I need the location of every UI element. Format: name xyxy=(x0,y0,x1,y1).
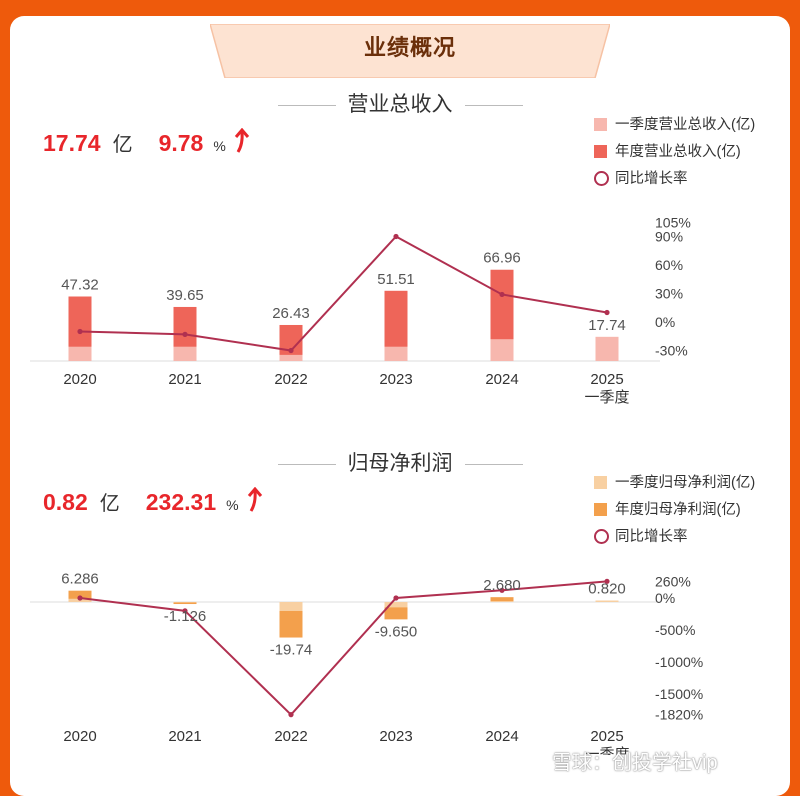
bar-q1 xyxy=(173,346,197,361)
profit-kpi-growth: 232.31 xyxy=(145,489,217,515)
bar-annual xyxy=(490,597,514,602)
revenue-kpi: 17.74 亿 9.78% xyxy=(43,127,250,160)
legend-item-q1-profit: 一季度归母净利润(亿) xyxy=(594,470,755,497)
bar-q1 xyxy=(173,602,197,603)
legend-item-growth-rate: 同比增长率 xyxy=(594,524,755,551)
revenue-kpi-pct: % xyxy=(213,138,226,154)
profit-kpi-pct: % xyxy=(226,497,239,513)
x-tick-label: 2021 xyxy=(168,371,201,388)
x-tick-label: 2022 xyxy=(274,371,307,388)
revenue-kpi-value: 17.74 xyxy=(43,130,101,156)
results-card: 业绩概况 xyxy=(10,16,790,796)
data-label: 66.96 xyxy=(483,250,521,267)
growth-point xyxy=(182,331,188,337)
x-tick-label: 2024 xyxy=(485,371,518,388)
up-arrow-icon xyxy=(247,486,263,519)
data-label: -9.650 xyxy=(375,623,418,640)
bar-q1 xyxy=(279,354,303,361)
data-label: 0.820 xyxy=(588,581,626,598)
x-tick-label: 2023 xyxy=(379,371,412,388)
x-tick-label: 2025 xyxy=(590,371,623,388)
profit-kpi-unit: 亿 xyxy=(99,493,120,515)
bar-q1 xyxy=(595,336,619,361)
x-tick-label: 2025 xyxy=(590,728,623,745)
bar-annual xyxy=(490,269,514,361)
growth-line xyxy=(79,235,608,352)
growth-point xyxy=(393,233,399,240)
bar-q1 xyxy=(490,601,514,602)
revenue-title-text: 营业总收入 xyxy=(347,93,453,116)
right-axis-tick: -1000% xyxy=(655,654,703,670)
right-axis-tick: 30% xyxy=(655,286,683,302)
right-axis-tick: -30% xyxy=(655,343,688,359)
x-tick-label: 2020 xyxy=(63,728,96,745)
page-title: 业绩概况 xyxy=(363,35,456,60)
legend-item-q1-revenue: 一季度营业总收入(亿) xyxy=(594,112,755,139)
profit-kpi: 0.82 亿 232.31% xyxy=(43,486,263,519)
right-axis-tick: 60% xyxy=(655,257,683,273)
x-tick-label: 一季度 xyxy=(584,389,629,406)
growth-point xyxy=(182,608,188,614)
growth-point xyxy=(499,587,505,593)
legend-item-annual-profit: 年度归母净利润(亿) xyxy=(594,497,755,524)
growth-point xyxy=(288,712,294,718)
bar-q1 xyxy=(595,600,619,602)
revenue-kpi-unit: 亿 xyxy=(112,134,133,156)
bar-annual xyxy=(384,290,408,361)
bar-annual xyxy=(173,602,197,605)
data-label: 39.65 xyxy=(166,287,204,304)
right-axis-tick: 0% xyxy=(655,590,675,606)
profit-legend: 一季度归母净利润(亿) 年度归母净利润(亿) 同比增长率 xyxy=(594,470,755,551)
right-axis-tick: -1820% xyxy=(655,707,703,723)
data-label: 51.51 xyxy=(377,271,415,288)
legend-item-growth-rate: 同比增长率 xyxy=(594,166,755,193)
revenue-kpi-growth: 9.78 xyxy=(158,130,204,156)
x-tick-label: 2021 xyxy=(168,728,201,745)
bar-annual xyxy=(279,324,303,361)
bar-q1 xyxy=(384,346,408,361)
x-tick-label: 2023 xyxy=(379,728,412,745)
growth-point xyxy=(77,595,83,601)
growth-point xyxy=(604,309,610,316)
bar-q1 xyxy=(384,602,408,608)
bar-annual xyxy=(68,296,92,361)
growth-point xyxy=(77,328,83,335)
data-label: 47.32 xyxy=(61,277,99,294)
data-label: 26.43 xyxy=(272,305,310,322)
right-axis-tick: -1500% xyxy=(655,686,703,702)
x-tick-label: 2022 xyxy=(274,728,307,745)
data-label: 6.286 xyxy=(61,571,99,588)
up-arrow-icon xyxy=(234,127,250,160)
profit-title-text: 归母净利润 xyxy=(347,452,453,475)
x-tick-label: 一季度 xyxy=(584,746,629,755)
right-axis-tick: 90% xyxy=(655,229,683,245)
right-axis-tick: 105% xyxy=(655,214,691,230)
x-tick-label: 2024 xyxy=(485,728,518,745)
profit-kpi-value: 0.82 xyxy=(43,489,88,515)
right-axis-tick: -500% xyxy=(655,622,695,638)
right-axis-tick: 260% xyxy=(655,573,691,589)
bar-q1 xyxy=(490,339,514,361)
growth-point xyxy=(288,347,294,354)
profit-chart: 6.286 -1.126 -19.74 -9.650 2.680 0.820 260%0% -… xyxy=(30,571,703,755)
data-label: -19.74 xyxy=(270,642,313,659)
right-axis-tick: 0% xyxy=(655,314,675,330)
bar-q1 xyxy=(279,602,303,611)
data-label: 2.680 xyxy=(483,577,521,594)
watermark: 雪球：创投学社vip xyxy=(552,752,718,774)
legend-item-annual-revenue: 年度营业总收入(亿) xyxy=(594,139,755,166)
revenue-chart: 47.32 39.65 26.43 51.51 66.96 17.74 105%90% 60%… xyxy=(30,214,691,406)
growth-point xyxy=(499,291,505,298)
growth-point xyxy=(604,578,610,584)
title-banner xyxy=(210,24,610,78)
growth-point xyxy=(393,595,399,601)
growth-line xyxy=(79,580,608,717)
profit-section-title: 归母净利润 xyxy=(0,447,800,477)
revenue-legend: 一季度营业总收入(亿) 年度营业总收入(亿) 同比增长率 xyxy=(594,112,755,193)
data-label: 17.74 xyxy=(588,317,626,334)
revenue-section-title: 营业总收入 xyxy=(0,88,800,118)
data-label: -1.126 xyxy=(164,608,207,625)
x-tick-label: 2020 xyxy=(63,371,96,388)
bar-q1 xyxy=(68,346,92,361)
